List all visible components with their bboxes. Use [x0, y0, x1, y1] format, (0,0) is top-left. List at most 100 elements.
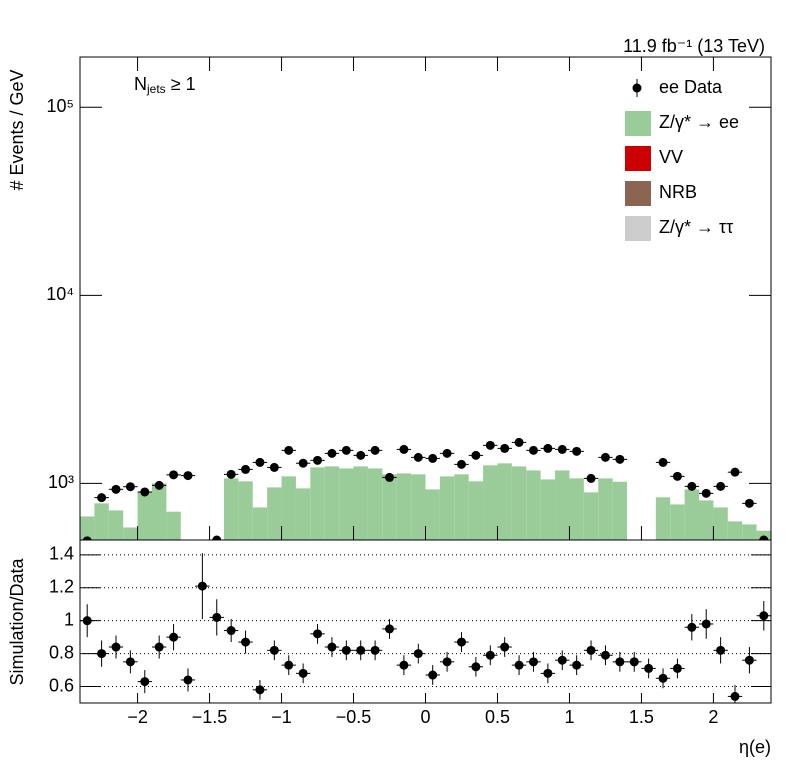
ratio-point [687, 622, 697, 632]
ratio-point [385, 624, 395, 634]
ratio-point [341, 645, 351, 655]
data-point [385, 472, 395, 482]
histogram-bar [151, 483, 167, 540]
histogram-bar [727, 521, 743, 540]
histogram-bar [94, 503, 109, 540]
data-point [341, 445, 351, 455]
histogram-bar [468, 481, 484, 540]
x-tick-label: 1.5 [629, 707, 654, 727]
data-point [413, 452, 423, 462]
ratio-point [730, 691, 740, 701]
ratio-point [543, 668, 553, 678]
ratio-point [197, 581, 207, 591]
annotation-main: N [134, 74, 147, 94]
histogram-bar [382, 474, 397, 540]
data-point [154, 480, 164, 490]
data-point [399, 444, 409, 454]
data-point [615, 454, 625, 464]
data-point [183, 471, 193, 481]
data-point [370, 445, 380, 455]
data-point [356, 450, 366, 460]
ratio-point [442, 657, 452, 667]
ratio-point [370, 645, 380, 655]
ratio-point [212, 612, 222, 622]
ratio-point [557, 655, 567, 665]
data-point [428, 453, 438, 463]
histogram-bar [454, 474, 469, 540]
ratio-point [284, 660, 294, 670]
histogram-bar [267, 487, 282, 540]
histogram-bar [483, 465, 498, 540]
ratio-point [399, 660, 409, 670]
histogram-bar [123, 527, 138, 540]
histogram-bar [699, 500, 714, 540]
data-point [485, 440, 495, 450]
data-point [471, 450, 481, 460]
histogram-bar [540, 479, 556, 540]
ratio-point [658, 673, 668, 683]
data-point [269, 462, 279, 472]
ratio-point [313, 629, 323, 639]
ratio-point [97, 649, 107, 659]
histogram-bar [353, 466, 368, 540]
histogram-bar [742, 524, 757, 540]
legend-label: VV [659, 147, 683, 167]
data-point [687, 481, 697, 491]
x-tick-label: −2 [127, 707, 148, 727]
y-tick-label: 0.8 [49, 642, 74, 662]
y-tick-label: 10⁵ [47, 96, 74, 116]
ratio-point [140, 677, 150, 687]
ratio-point [327, 642, 337, 652]
legend-swatch [625, 111, 651, 136]
legend-label: NRB [659, 182, 697, 202]
histogram-bar [411, 474, 426, 540]
ratio-point [183, 675, 193, 685]
ratio-point [241, 637, 251, 647]
histogram-bar [598, 478, 613, 540]
histogram-bar [396, 473, 412, 540]
ratio-point [514, 660, 524, 670]
data-point [658, 457, 668, 467]
ratio-point [586, 645, 596, 655]
legend-label: ee Data [659, 77, 723, 97]
ratio-point [125, 657, 135, 667]
histogram-bar [367, 468, 383, 540]
data-point [212, 535, 222, 540]
data-point [169, 470, 179, 480]
x-tick-label: 1 [564, 707, 574, 727]
data-point [442, 448, 452, 458]
histogram-bar [295, 488, 311, 540]
data-point [744, 498, 754, 508]
axes: 10³ 10⁴ 10⁵ ee Data Z/γ* → ee VV NRB Z/γ* → ττ 0… [46, 57, 771, 727]
histogram-bar [310, 467, 325, 540]
data-point [255, 457, 265, 467]
data-point [528, 445, 538, 455]
x-tick-label: 0 [420, 707, 430, 727]
histogram-bar [137, 491, 152, 540]
data-point [600, 452, 610, 462]
data-point [111, 484, 121, 494]
y-tick-label: 10³ [48, 472, 74, 492]
ratio-point [744, 655, 754, 665]
ratio-point [169, 632, 179, 642]
ratio-point [255, 685, 265, 695]
ratio-point [644, 663, 654, 673]
ratio-point [500, 642, 510, 652]
histogram-bar [583, 492, 599, 540]
ratio-point [111, 642, 121, 652]
legend-swatch [625, 146, 651, 171]
y-tick-label: 10⁴ [46, 284, 74, 304]
ratio-point [701, 619, 711, 629]
histogram-bar [756, 530, 771, 540]
histogram-bar [670, 504, 685, 540]
data-point [456, 459, 466, 469]
ratio-point [716, 645, 726, 655]
data-point [759, 535, 769, 540]
data-point [226, 469, 236, 479]
ratio-point [471, 662, 481, 672]
ratio-point [672, 663, 682, 673]
histogram-bar [713, 507, 728, 540]
ratio-point [629, 657, 639, 667]
y-tick-label: 1.4 [49, 544, 74, 564]
